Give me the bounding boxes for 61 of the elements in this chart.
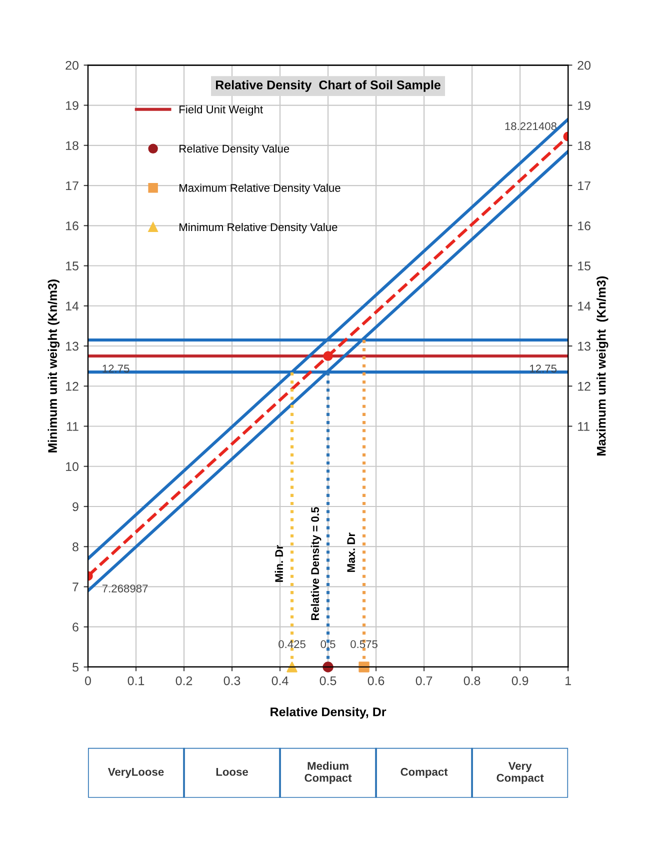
y-tick-label: 17 bbox=[66, 181, 78, 190]
text: Very Compact bbox=[496, 762, 544, 784]
text: Min. Dr bbox=[274, 545, 283, 582]
y-tick-label: 19 bbox=[66, 101, 78, 110]
y-tick-label: 20 bbox=[66, 60, 78, 70]
point bbox=[322, 662, 334, 672]
text: Compact bbox=[400, 768, 448, 778]
y-tick-label: 5 bbox=[72, 662, 78, 672]
x-axis-title: Relative Density, Dr bbox=[270, 707, 386, 719]
y-tick-label: 14 bbox=[66, 302, 79, 310]
text: Relative Density Chart of Soil Sample bbox=[216, 80, 440, 92]
legend-label: Field Unit Weight bbox=[180, 105, 263, 116]
y-tick-label: 11 bbox=[66, 422, 78, 431]
y-tick-label: 6 bbox=[72, 622, 78, 632]
y2-tick-label: 11 bbox=[578, 422, 590, 431]
text: Relative Density = 0.5 bbox=[310, 507, 322, 620]
y-tick-label: 18 bbox=[66, 141, 78, 150]
legend-label: Minimum Relative Density Value bbox=[180, 222, 338, 234]
x-tick-label: 0.9 bbox=[512, 676, 528, 686]
point bbox=[286, 662, 298, 672]
y-tick-label: 7 bbox=[72, 582, 78, 592]
y2-tick-label: 20 bbox=[578, 60, 591, 70]
data-label: 18.221408 bbox=[505, 122, 556, 130]
text: Medium Compact bbox=[304, 762, 352, 784]
annotation: 0.425 bbox=[278, 640, 306, 648]
x-tick-label: 0.4 bbox=[272, 676, 288, 686]
y2-tick-label: 16 bbox=[578, 221, 590, 230]
y-tick-label: 13 bbox=[66, 342, 78, 351]
annotation: 0.5 bbox=[320, 640, 336, 648]
y2-tick-label: 18 bbox=[578, 141, 590, 150]
y2-axis-title: Maximum unit weight (Kn/m3) bbox=[596, 276, 608, 456]
x-tick-label: 0 bbox=[85, 676, 91, 686]
legend-label: Relative Density Value bbox=[180, 144, 290, 155]
y2-tick-label: 15 bbox=[578, 262, 590, 270]
x-tick-label: 0.5 bbox=[320, 676, 336, 686]
y2-tick-label: 12 bbox=[578, 382, 590, 391]
text: Max. Dr bbox=[347, 532, 356, 572]
y-tick-label: 9 bbox=[72, 502, 78, 512]
y-tick-label: 16 bbox=[66, 221, 78, 230]
y-tick-label: 10 bbox=[66, 462, 78, 472]
y-tick-label: 8 bbox=[72, 542, 78, 552]
y2-tick-label: 14 bbox=[578, 302, 591, 310]
x-tick-label: 0.2 bbox=[176, 676, 192, 686]
x-tick-label: 0.7 bbox=[416, 676, 432, 686]
annotation: 0.575 bbox=[350, 640, 378, 648]
y2-tick-label: 19 bbox=[578, 101, 590, 110]
x-tick-label: 0.8 bbox=[464, 676, 480, 686]
x-tick-label: 0.3 bbox=[224, 676, 240, 686]
x-tick-label: 0.6 bbox=[368, 676, 384, 686]
y-axis-title: Minimum unit weight (Kn/m3) bbox=[48, 280, 60, 452]
x-tick-label: 1 bbox=[566, 676, 571, 686]
legend-label: Maximum Relative Density Value bbox=[180, 184, 340, 194]
text: Loose bbox=[216, 768, 248, 776]
x-tick-label: 0.1 bbox=[128, 676, 144, 686]
y-tick-label: 15 bbox=[66, 262, 78, 270]
y-tick-label: 12 bbox=[66, 382, 78, 391]
point bbox=[358, 662, 370, 672]
data-label: 7.268987 bbox=[102, 584, 148, 592]
y2-tick-label: 13 bbox=[578, 342, 590, 351]
y2-tick-label: 17 bbox=[578, 181, 590, 190]
text: VeryLoose bbox=[108, 768, 164, 778]
